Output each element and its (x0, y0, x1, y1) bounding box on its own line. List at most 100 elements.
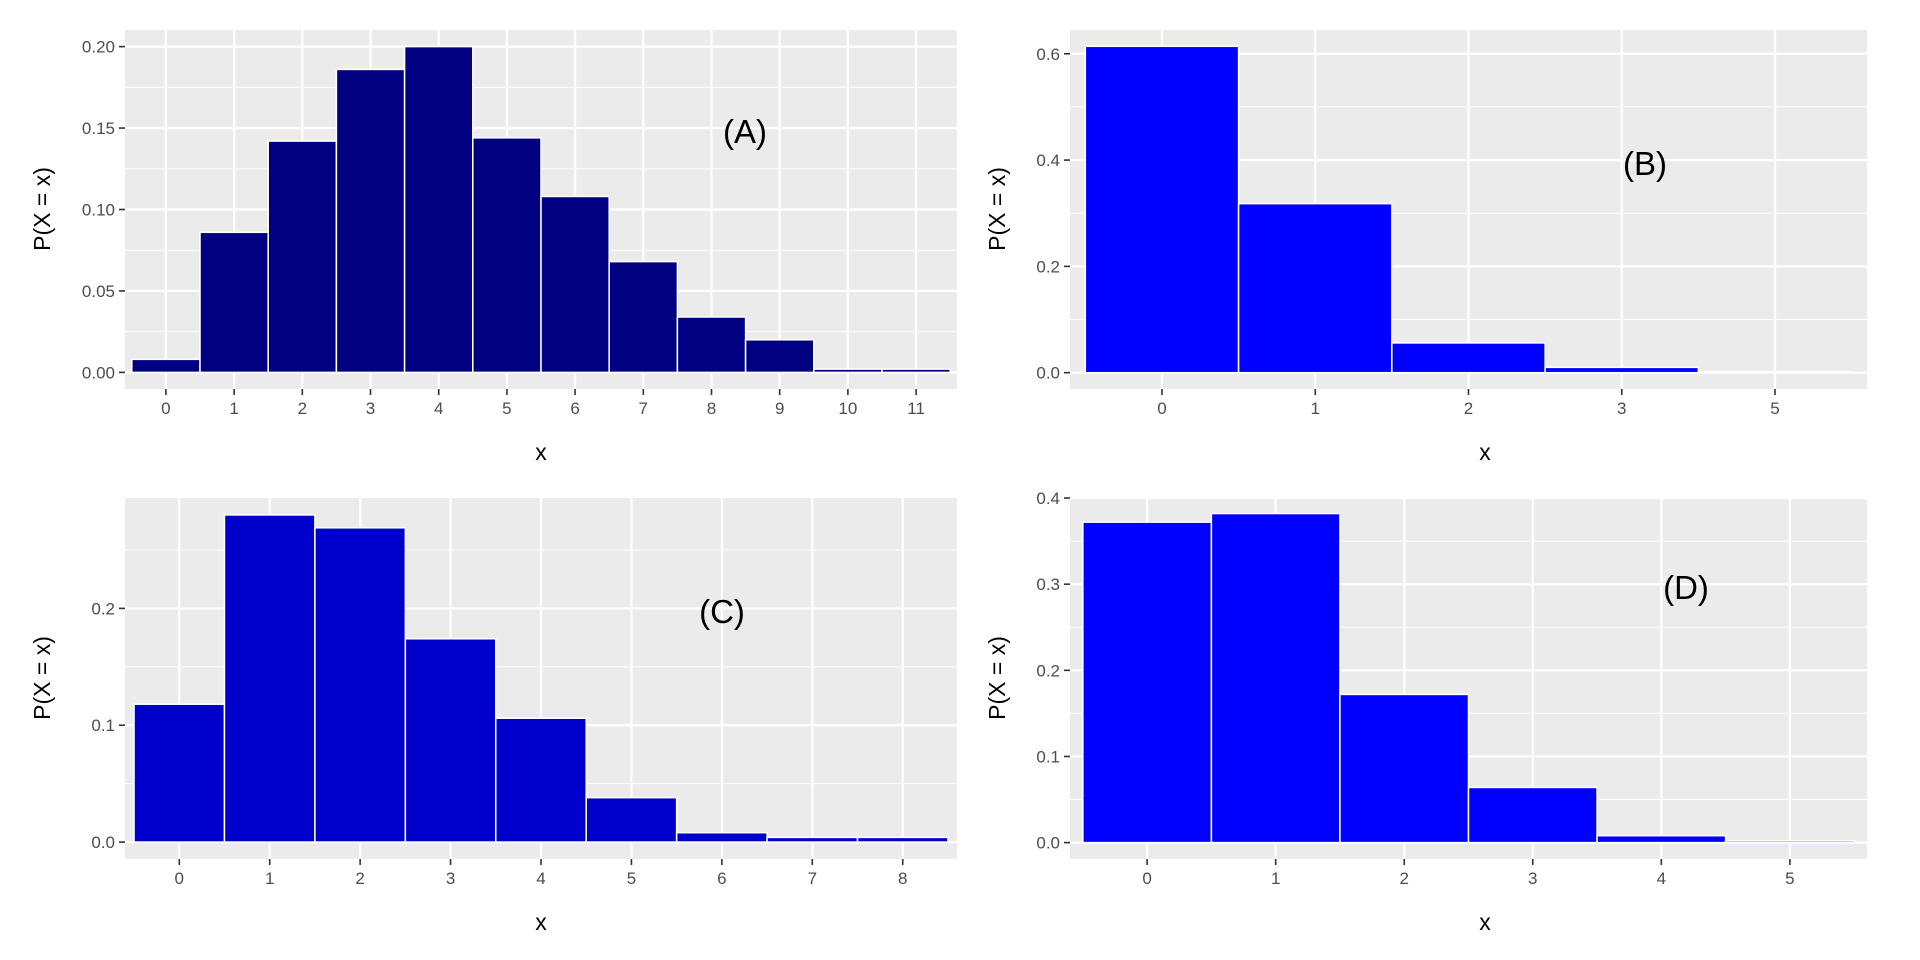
panel-d-y-axis-title: P(X = x) (984, 636, 1010, 720)
bar (1391, 342, 1546, 374)
panel-a-label: (A) (723, 113, 767, 150)
x-tick-label: 2 (1464, 399, 1473, 418)
bar (1697, 370, 1853, 374)
panel-a: 0.00 0.05 0.10 0.15 0.20 0 1 2 3 4 5 6 7 8 9 10 11 x P(… (29, 30, 957, 465)
bar (676, 316, 747, 374)
bar (335, 68, 406, 374)
x-tick-label: 4 (1657, 869, 1666, 888)
panel-c-x-axis-title: x (535, 909, 547, 935)
y-tick-label: 0.15 (82, 119, 115, 138)
x-tick-label: 6 (717, 869, 726, 888)
bar (608, 260, 679, 374)
x-tick-label: 1 (1271, 869, 1280, 888)
x-tick-label: 7 (639, 399, 648, 418)
panel-d-label: (D) (1663, 569, 1709, 606)
bar (495, 717, 587, 843)
bar (585, 796, 678, 843)
panel-a-x-ticks: 0 1 2 3 4 5 6 7 8 9 10 11 (161, 389, 925, 418)
panel-b-x-axis-title: x (1479, 439, 1491, 465)
y-tick-label: 0.2 (1036, 661, 1060, 680)
x-tick-label: 0 (1157, 399, 1166, 418)
bar (766, 836, 859, 843)
x-tick-label: 3 (446, 869, 455, 888)
panel-d-bars (1082, 512, 1855, 844)
bar (1596, 834, 1727, 844)
panel-c-bars (133, 514, 949, 843)
x-tick-label: 6 (570, 399, 579, 418)
x-tick-label: 4 (536, 869, 545, 888)
bar (404, 638, 497, 843)
y-tick-label: 0.4 (1036, 151, 1060, 170)
panel-c: 0.0 0.1 0.2 0 1 2 3 4 5 6 7 8 x P(X = x) (C) (29, 498, 957, 935)
x-tick-label: 3 (1528, 869, 1537, 888)
x-tick-label: 3 (1617, 399, 1626, 418)
panel-c-label: (C) (699, 593, 745, 630)
bar (1467, 786, 1598, 844)
panel-b-y-axis-title: P(X = x) (984, 167, 1010, 251)
panel-b-label: (B) (1623, 145, 1667, 182)
x-tick-label: 1 (229, 399, 238, 418)
bar (223, 514, 316, 843)
panel-a-y-ticks: 0.00 0.05 0.10 0.15 0.20 (82, 38, 125, 382)
y-tick-label: 0.6 (1036, 45, 1060, 64)
panel-b-bars (1084, 45, 1853, 374)
y-tick-label: 0.00 (82, 363, 115, 382)
panel-c-y-ticks: 0.0 0.1 0.2 (91, 599, 125, 852)
bar (813, 368, 883, 374)
x-tick-label: 5 (1785, 869, 1794, 888)
bar (314, 527, 407, 843)
bar (675, 831, 768, 843)
bar (267, 140, 338, 374)
y-tick-label: 0.3 (1036, 575, 1060, 594)
panel-d-x-axis-title: x (1479, 909, 1491, 935)
panel-a-x-axis-title: x (535, 439, 547, 465)
bar (1082, 521, 1213, 844)
bar (1237, 202, 1393, 374)
x-tick-label: 0 (1142, 869, 1151, 888)
y-tick-label: 0.10 (82, 201, 115, 220)
y-tick-label: 0.2 (1036, 257, 1060, 276)
y-tick-label: 0.0 (1036, 834, 1060, 853)
x-tick-label: 5 (627, 869, 636, 888)
x-tick-label: 4 (434, 399, 443, 418)
x-tick-label: 5 (502, 399, 511, 418)
bar (856, 836, 949, 843)
x-tick-label: 0 (175, 869, 184, 888)
bar (199, 231, 269, 374)
panel-b-y-ticks: 0.0 0.2 0.4 0.6 (1036, 45, 1070, 383)
x-tick-label: 11 (907, 399, 925, 418)
bar (540, 195, 610, 374)
y-tick-label: 0.05 (82, 282, 115, 301)
x-tick-label: 5 (1770, 399, 1779, 418)
x-tick-label: 2 (355, 869, 364, 888)
bar (1084, 45, 1240, 374)
panel-d: 0.0 0.1 0.2 0.3 0.4 0 1 2 3 4 5 x P(X = x) (D) (984, 489, 1867, 935)
bar (131, 358, 201, 374)
x-tick-label: 0 (161, 399, 170, 418)
panel-d-x-ticks: 0 1 2 3 4 5 (1142, 859, 1795, 888)
bar (1724, 840, 1855, 844)
x-tick-label: 9 (775, 399, 784, 418)
panel-c-y-axis-title: P(X = x) (29, 636, 55, 720)
y-tick-label: 0.2 (91, 599, 115, 618)
bar (1544, 366, 1700, 374)
panel-b: 0.0 0.2 0.4 0.6 0 1 2 3 5 x P(X = x) (B) (984, 30, 1867, 465)
bar (133, 703, 226, 843)
y-tick-label: 0.4 (1036, 489, 1060, 508)
x-tick-label: 7 (808, 869, 817, 888)
y-tick-label: 0.1 (91, 716, 115, 735)
panel-a-bars (131, 45, 951, 374)
y-tick-label: 0.1 (1036, 747, 1060, 766)
panel-c-x-ticks: 0 1 2 3 4 5 6 7 8 (175, 859, 907, 888)
bar (1339, 693, 1470, 844)
bar (881, 368, 951, 374)
panel-a-y-axis-title: P(X = x) (29, 167, 55, 251)
bar (1210, 512, 1341, 844)
panel-b-x-ticks: 0 1 2 3 5 (1157, 389, 1780, 418)
y-tick-label: 0.0 (1036, 364, 1060, 383)
x-tick-label: 3 (366, 399, 375, 418)
bar (472, 137, 542, 374)
x-tick-label: 1 (1310, 399, 1319, 418)
x-tick-label: 2 (298, 399, 307, 418)
